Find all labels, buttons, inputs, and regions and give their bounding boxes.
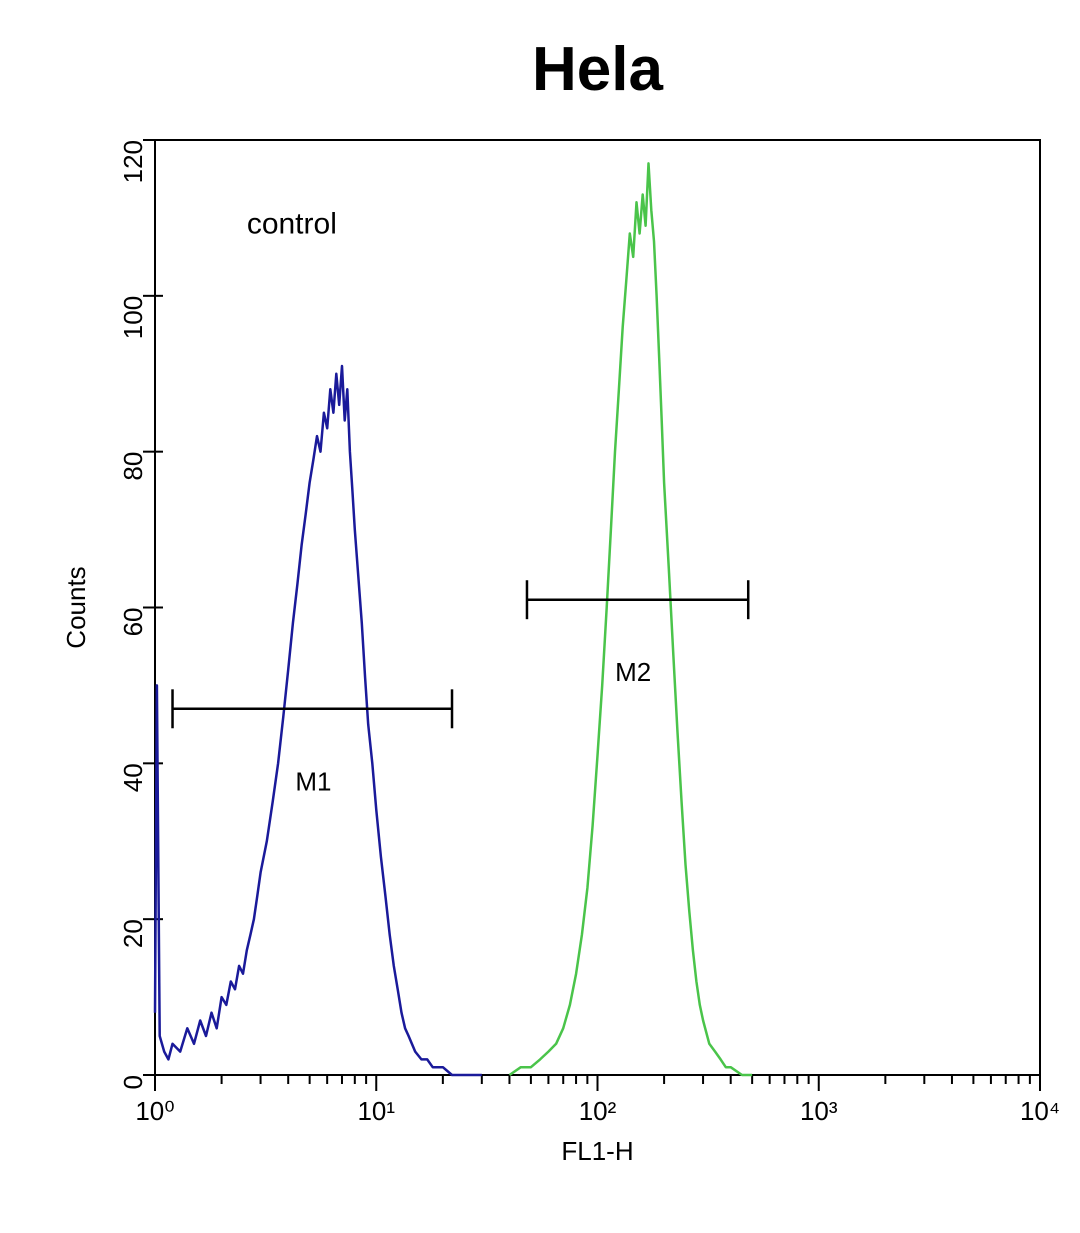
y-tick-label: 100 <box>118 296 148 339</box>
y-tick-label: 120 <box>118 140 148 183</box>
y-axis-label: Counts <box>61 566 91 648</box>
x-tick-label: 10³ <box>800 1096 838 1126</box>
x-tick-label: 10⁴ <box>1020 1096 1060 1126</box>
plot-border <box>155 140 1040 1075</box>
gate-marker-label: M2 <box>615 657 651 687</box>
flow-cytometry-chart: Hela 0 20 40 60 80 100 120 Counts 10⁰ 10¹ 10² 10³ 10⁴… <box>0 0 1080 1233</box>
y-tick-label: 60 <box>118 608 148 637</box>
x-tick-label: 10² <box>579 1096 617 1126</box>
x-tick-label: 10⁰ <box>135 1096 174 1126</box>
x-axis-label: FL1-H <box>561 1136 633 1166</box>
y-tick-label: 80 <box>118 452 148 481</box>
annotation-label: control <box>247 208 337 241</box>
chart-title: Hela <box>532 35 663 104</box>
gate-marker-label: M1 <box>295 766 331 796</box>
chart-svg: Hela 0 20 40 60 80 100 120 Counts 10⁰ 10¹ 10² 10³ 10⁴… <box>0 0 1080 1233</box>
y-tick-label: 0 <box>118 1075 148 1089</box>
y-tick-label: 40 <box>118 763 148 792</box>
x-tick-label: 10¹ <box>357 1096 395 1126</box>
y-tick-label: 20 <box>118 919 148 948</box>
